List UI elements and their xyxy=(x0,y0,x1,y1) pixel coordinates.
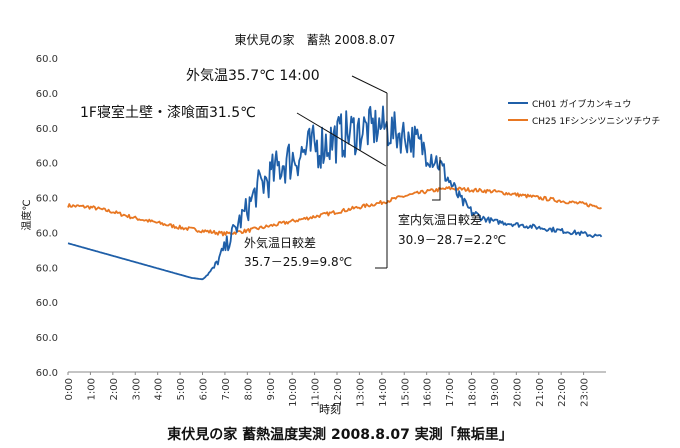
series-layer xyxy=(67,105,603,281)
x-tick-label: 4:00 xyxy=(154,378,165,400)
legend-label-ch25: CH25 1Fシンシツニシツチウチ xyxy=(532,116,660,127)
x-axis-ticks: 0:00 1:00 2:00 3:00 4:00 5:00 6:00 7:00 8:00 9:00… xyxy=(64,372,591,407)
wall-surface-leader xyxy=(296,112,387,167)
indoor-range-bracket xyxy=(432,157,441,201)
legend: CH01 ガイブカンキュウ CH25 1Fシンシツニシツチウチ xyxy=(508,98,660,127)
x-tick-label: 19:00 xyxy=(490,378,501,407)
annotation-outdoor-range-line1: 外気温日較差 xyxy=(244,235,316,250)
x-tick-label: 1:00 xyxy=(86,378,97,400)
y-tick-label: 60.0 xyxy=(36,333,58,344)
y-tick-label: 60.0 xyxy=(36,263,58,274)
x-tick-label: 3:00 xyxy=(131,378,142,400)
y-tick-label: 60.0 xyxy=(36,368,58,379)
annotation-indoor-range-line1: 室内気温日較差 xyxy=(398,212,482,227)
series-line-ch25 xyxy=(67,186,602,237)
outdoor-max-leader xyxy=(351,75,388,94)
y-tick-label: 60.0 xyxy=(36,54,58,65)
x-tick-label: 10:00 xyxy=(288,378,299,407)
x-tick-label: 11:00 xyxy=(311,378,322,407)
x-tick-label: 20:00 xyxy=(512,378,523,407)
annotation-outdoor-range-line2: 35.7－25.9=9.8℃ xyxy=(244,255,352,269)
y-tick-label: 60.0 xyxy=(36,298,58,309)
annotation-indoor-range-line2: 30.9－28.7=2.2℃ xyxy=(398,233,506,247)
x-axis-label: 時刻 xyxy=(319,402,341,416)
x-tick-label: 17:00 xyxy=(445,378,456,407)
x-tick-label: 22:00 xyxy=(557,378,568,407)
y-tick-label: 60.0 xyxy=(36,194,58,205)
x-tick-label: 0:00 xyxy=(64,378,75,400)
x-tick-label: 6:00 xyxy=(199,378,210,400)
series-line-ch01 xyxy=(67,105,603,281)
y-tick-label: 60.0 xyxy=(36,89,58,100)
x-tick-label: 16:00 xyxy=(423,378,434,407)
x-tick-label: 13:00 xyxy=(355,378,366,407)
x-tick-label: 23:00 xyxy=(580,378,591,407)
annotations xyxy=(296,75,441,269)
x-tick-label: 7:00 xyxy=(221,378,232,400)
legend-label-ch01: CH01 ガイブカンキュウ xyxy=(532,98,631,110)
x-tick-label: 12:00 xyxy=(333,378,344,407)
y-tick-label: 60.0 xyxy=(36,228,58,239)
y-tick-label: 60.0 xyxy=(36,124,58,135)
annotation-wall-surface: 1F寝室土壁・漆喰面31.5℃ xyxy=(80,104,256,121)
y-tick-label: 60.0 xyxy=(36,159,58,170)
x-tick-label: 21:00 xyxy=(535,378,546,407)
chart-title: 東伏見の家 蓄熱 2008.8.07 xyxy=(235,32,396,47)
x-tick-label: 9:00 xyxy=(266,378,277,400)
figure-caption: 東伏見の家 蓄熱温度実測 2008.8.07 実測「無垢里」 xyxy=(167,427,513,443)
y-axis-label: 温度℃ xyxy=(20,199,33,230)
y-axis-ticks: 60.0 60.0 60.0 60.0 60.0 60.0 60.0 60.0 60.0 60.0 xyxy=(36,54,58,379)
x-tick-label: 5:00 xyxy=(176,378,187,400)
x-tick-label: 2:00 xyxy=(109,378,120,400)
annotation-outdoor-max: 外気温35.7℃ 14:00 xyxy=(186,68,320,84)
x-tick-label: 15:00 xyxy=(400,378,411,407)
x-tick-label: 14:00 xyxy=(378,378,389,407)
x-tick-label: 18:00 xyxy=(468,378,479,407)
x-tick-label: 8:00 xyxy=(243,378,254,400)
